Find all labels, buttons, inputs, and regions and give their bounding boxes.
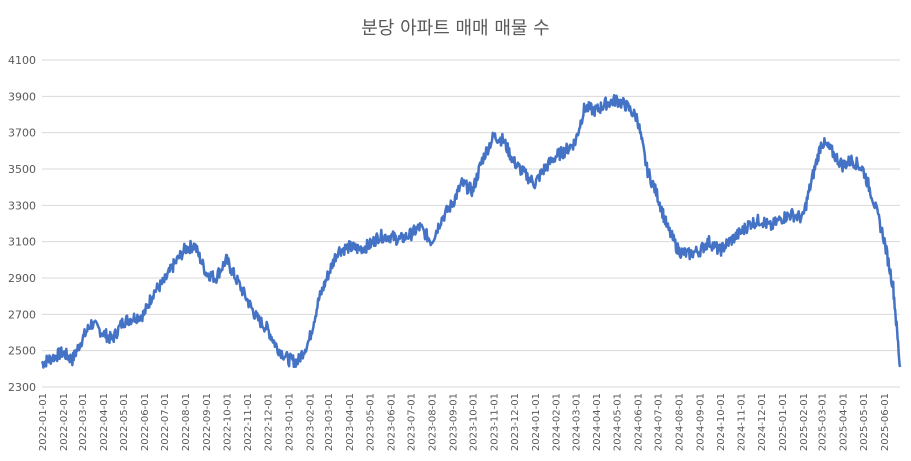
y-tick-label: 3500 — [8, 163, 36, 176]
x-tick-label: 2022-08-01 — [181, 393, 192, 451]
x-tick-label: 2025-04-01 — [839, 393, 850, 451]
x-tick-label: 2024-02-01 — [552, 393, 563, 451]
x-tick-label: 2025-06-01 — [880, 393, 891, 451]
x-tick-label: 2024-11-01 — [737, 393, 748, 451]
x-tick-label: 2024-05-01 — [612, 393, 623, 451]
x-tick-label: 2024-12-01 — [757, 393, 768, 451]
y-tick-label: 2300 — [8, 381, 36, 394]
x-tick-label: 2023-01-01 — [284, 393, 295, 451]
x-tick-label: 2024-04-01 — [592, 393, 603, 451]
x-tick-label: 2024-09-01 — [696, 393, 707, 451]
x-tick-label: 2022-12-01 — [263, 393, 274, 451]
x-tick-label: 2023-11-01 — [490, 393, 501, 451]
x-tick-label: 2025-01-01 — [778, 393, 789, 451]
gridlines — [42, 59, 900, 388]
series-line — [40, 93, 902, 369]
x-tick-label: 2023-07-01 — [407, 393, 418, 451]
y-axis: 2300 2500 2700 2900 3100 3300 3500 3700 3900 4100 — [8, 54, 36, 394]
x-tick-label: 2025-03-01 — [818, 393, 829, 451]
x-tick-label: 2023-05-01 — [365, 393, 376, 451]
x-axis: 2022-01-01 2022-02-01 2022-03-01 2022-04-01… — [38, 393, 891, 451]
x-tick-label: 2025-02-01 — [799, 393, 810, 451]
y-tick-label: 2500 — [8, 345, 36, 358]
x-tick-label: 2024-08-01 — [675, 393, 686, 451]
x-tick-label: 2023-03-01 — [324, 393, 335, 451]
x-tick-label: 2022-10-01 — [222, 393, 233, 451]
x-tick-label: 2024-03-01 — [571, 393, 582, 451]
chart-title: 분당 아파트 매매 매물 수 — [361, 18, 550, 39]
x-tick-label: 2023-06-01 — [386, 393, 397, 451]
x-tick-label: 2022-04-01 — [99, 393, 110, 451]
x-tick-label: 2022-03-01 — [78, 393, 89, 451]
x-tick-label: 2024-07-01 — [654, 393, 665, 451]
y-tick-label: 2700 — [8, 308, 36, 321]
y-tick-label: 3700 — [8, 127, 36, 140]
x-tick-label: 2023-04-01 — [345, 393, 356, 451]
x-tick-label: 2023-08-01 — [428, 393, 439, 451]
x-tick-label: 2022-06-01 — [140, 393, 151, 451]
y-tick-label: 3100 — [8, 236, 36, 249]
x-tick-label: 2022-05-01 — [119, 393, 130, 451]
x-tick-label: 2024-10-01 — [716, 393, 727, 451]
x-tick-label: 2023-09-01 — [448, 393, 459, 451]
x-tick-label: 2023-12-01 — [510, 393, 521, 451]
x-tick-label: 2022-11-01 — [243, 393, 254, 451]
x-tick-label: 2024-06-01 — [633, 393, 644, 451]
y-tick-label: 3900 — [8, 90, 36, 103]
x-tick-label: 2025-05-01 — [859, 393, 870, 451]
x-tick-label: 2023-10-01 — [469, 393, 480, 451]
y-tick-label: 3300 — [8, 199, 36, 212]
x-tick-label: 2024-01-01 — [531, 393, 542, 451]
x-tick-label: 2022-01-01 — [38, 393, 49, 451]
x-tick-label: 2022-07-01 — [160, 393, 171, 451]
y-tick-label: 2900 — [8, 272, 36, 285]
x-tick-label: 2022-02-01 — [59, 393, 70, 451]
y-tick-label: 4100 — [8, 54, 36, 67]
x-tick-label: 2023-02-01 — [305, 393, 316, 451]
x-tick-label: 2022-09-01 — [202, 393, 213, 451]
series-layer — [40, 93, 902, 369]
